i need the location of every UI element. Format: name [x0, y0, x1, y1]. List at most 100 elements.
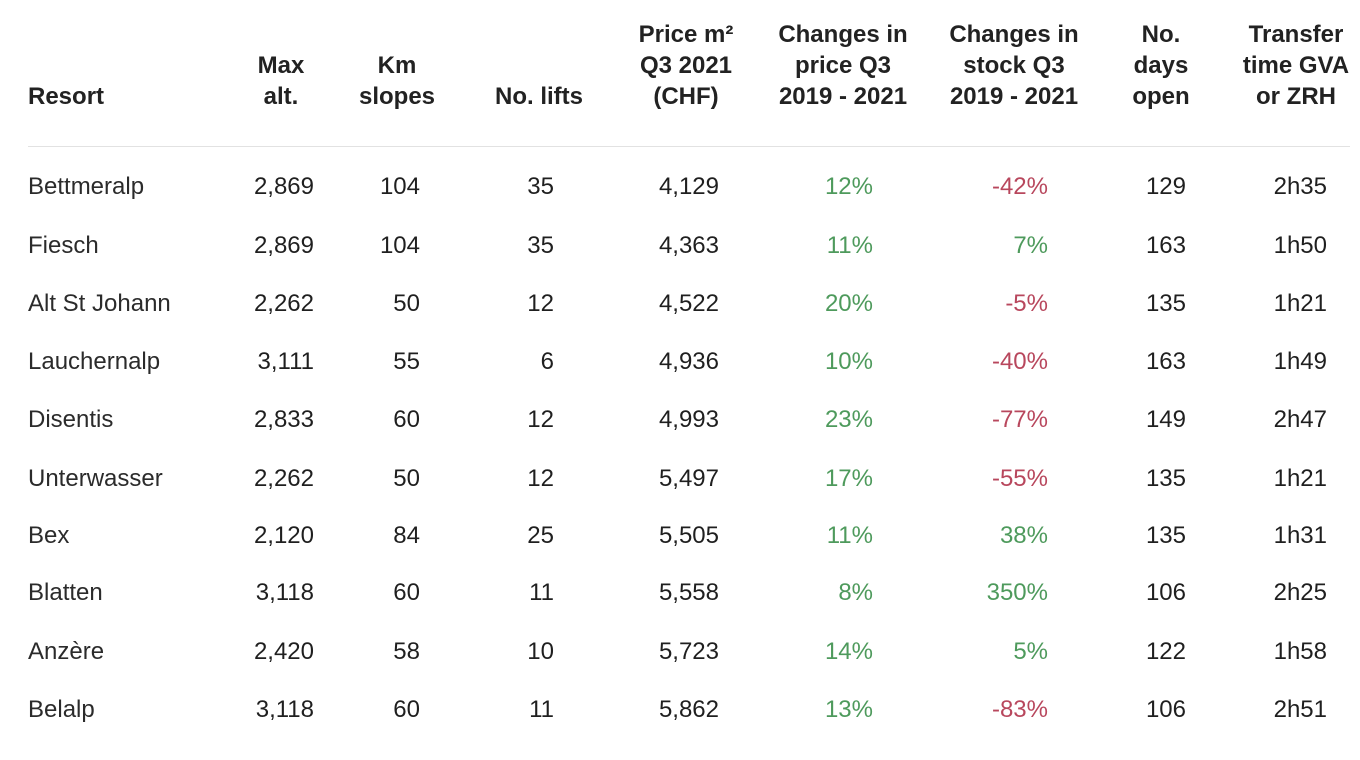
stock-change-cell: 350% [986, 579, 1048, 606]
value-cell: 5,558 [658, 579, 719, 606]
value-cell: 1h58 [1273, 638, 1327, 665]
value-cell: 50 [393, 465, 420, 492]
value-cell: 1h31 [1273, 522, 1327, 549]
resort-name-cell: Bex [28, 522, 70, 549]
value-cell: 2h35 [1273, 173, 1327, 200]
value-cell: 2h51 [1273, 696, 1327, 723]
value-cell: 2,833 [253, 406, 314, 433]
value-cell: 12 [527, 465, 554, 492]
value-cell: 135 [1145, 465, 1186, 492]
value-cell: 35 [527, 232, 554, 259]
value-cell: 35 [527, 173, 554, 200]
value-cell: 12 [527, 290, 554, 317]
value-cell: 104 [379, 232, 420, 259]
value-cell: 135 [1145, 522, 1186, 549]
value-cell: 2,262 [253, 290, 314, 317]
column-header: No. days open [1132, 21, 1190, 110]
resort-name-cell: Fiesch [28, 232, 99, 259]
price-change-cell: 8% [838, 579, 873, 606]
value-cell: 104 [379, 173, 420, 200]
value-cell: 2,262 [253, 465, 314, 492]
value-cell: 11 [529, 579, 554, 606]
stock-change-cell: -40% [991, 348, 1048, 375]
value-cell: 2h25 [1273, 579, 1327, 606]
value-cell: 84 [393, 522, 420, 549]
value-cell: 1h21 [1273, 465, 1327, 492]
column-header: Km slopes [358, 52, 436, 110]
value-cell: 5,505 [658, 522, 719, 549]
value-cell: 2,120 [253, 522, 314, 549]
price-change-cell: 12% [824, 173, 873, 200]
resort-name-cell: Alt St Johann [28, 290, 171, 317]
resort-name-cell: Unterwasser [28, 465, 163, 492]
price-change-cell: 11% [826, 522, 873, 549]
stock-change-cell: -5% [1005, 290, 1048, 317]
price-change-cell: 17% [824, 465, 873, 492]
resort-name-cell: Anzère [28, 638, 105, 665]
value-cell: 4,129 [658, 173, 719, 200]
price-change-cell: 14% [824, 638, 873, 665]
column-header: Price m² Q3 2021 (CHF) [638, 21, 734, 110]
value-cell: 135 [1145, 290, 1186, 317]
value-cell: 129 [1145, 173, 1186, 200]
value-cell: 50 [393, 290, 420, 317]
resort-name-cell: Bettmeralp [28, 173, 145, 200]
stock-change-cell: 7% [1013, 232, 1048, 259]
value-cell: 11 [529, 696, 554, 723]
value-cell: 1h21 [1273, 290, 1327, 317]
value-cell: 60 [393, 406, 420, 433]
price-change-cell: 11% [826, 232, 873, 259]
value-cell: 3,111 [257, 348, 315, 375]
resort-name-cell: Lauchernalp [28, 348, 161, 375]
value-cell: 2h47 [1273, 406, 1327, 433]
stock-change-cell: -42% [991, 173, 1048, 200]
resort-name-cell: Disentis [28, 406, 114, 433]
value-cell: 4,363 [658, 232, 719, 259]
resort-name-cell: Belalp [28, 696, 95, 723]
stock-change-cell: -77% [991, 406, 1048, 433]
stock-change-cell: 5% [1013, 638, 1048, 665]
value-cell: 6 [540, 348, 554, 375]
stock-change-cell: -83% [991, 696, 1048, 723]
value-cell: 163 [1145, 232, 1186, 259]
value-cell: 5,723 [658, 638, 719, 665]
value-cell: 163 [1145, 348, 1186, 375]
column-header: No. lifts [495, 83, 583, 110]
column-header: Changes in price Q3 2019 - 2021 [778, 21, 908, 110]
value-cell: 10 [527, 638, 554, 665]
column-header: Changes in stock Q3 2019 - 2021 [949, 21, 1079, 110]
value-cell: 5,862 [658, 696, 719, 723]
value-cell: 3,118 [255, 696, 314, 723]
value-cell: 58 [393, 638, 420, 665]
price-change-cell: 20% [824, 290, 873, 317]
header-separator [28, 146, 1350, 147]
value-cell: 55 [393, 348, 420, 375]
value-cell: 12 [527, 406, 554, 433]
price-change-cell: 13% [824, 696, 873, 723]
value-cell: 2,869 [253, 232, 314, 259]
value-cell: 3,118 [255, 579, 314, 606]
column-header: Max alt. [257, 52, 305, 110]
value-cell: 106 [1145, 696, 1186, 723]
value-cell: 5,497 [658, 465, 719, 492]
value-cell: 60 [393, 696, 420, 723]
value-cell: 106 [1145, 579, 1186, 606]
value-cell: 4,522 [658, 290, 719, 317]
value-cell: 4,936 [658, 348, 719, 375]
stock-change-cell: -55% [991, 465, 1048, 492]
value-cell: 149 [1145, 406, 1186, 433]
value-cell: 4,993 [658, 406, 719, 433]
value-cell: 1h50 [1273, 232, 1327, 259]
value-cell: 1h49 [1273, 348, 1327, 375]
price-change-cell: 23% [824, 406, 873, 433]
value-cell: 2,420 [253, 638, 314, 665]
resort-name-cell: Blatten [28, 579, 103, 606]
column-header: Transfer time GVA or ZRH [1242, 21, 1350, 110]
stock-change-cell: 38% [999, 522, 1048, 549]
column-header: Resort [28, 83, 105, 110]
value-cell: 60 [393, 579, 420, 606]
price-change-cell: 10% [824, 348, 873, 375]
value-cell: 122 [1145, 638, 1186, 665]
value-cell: 25 [527, 522, 554, 549]
